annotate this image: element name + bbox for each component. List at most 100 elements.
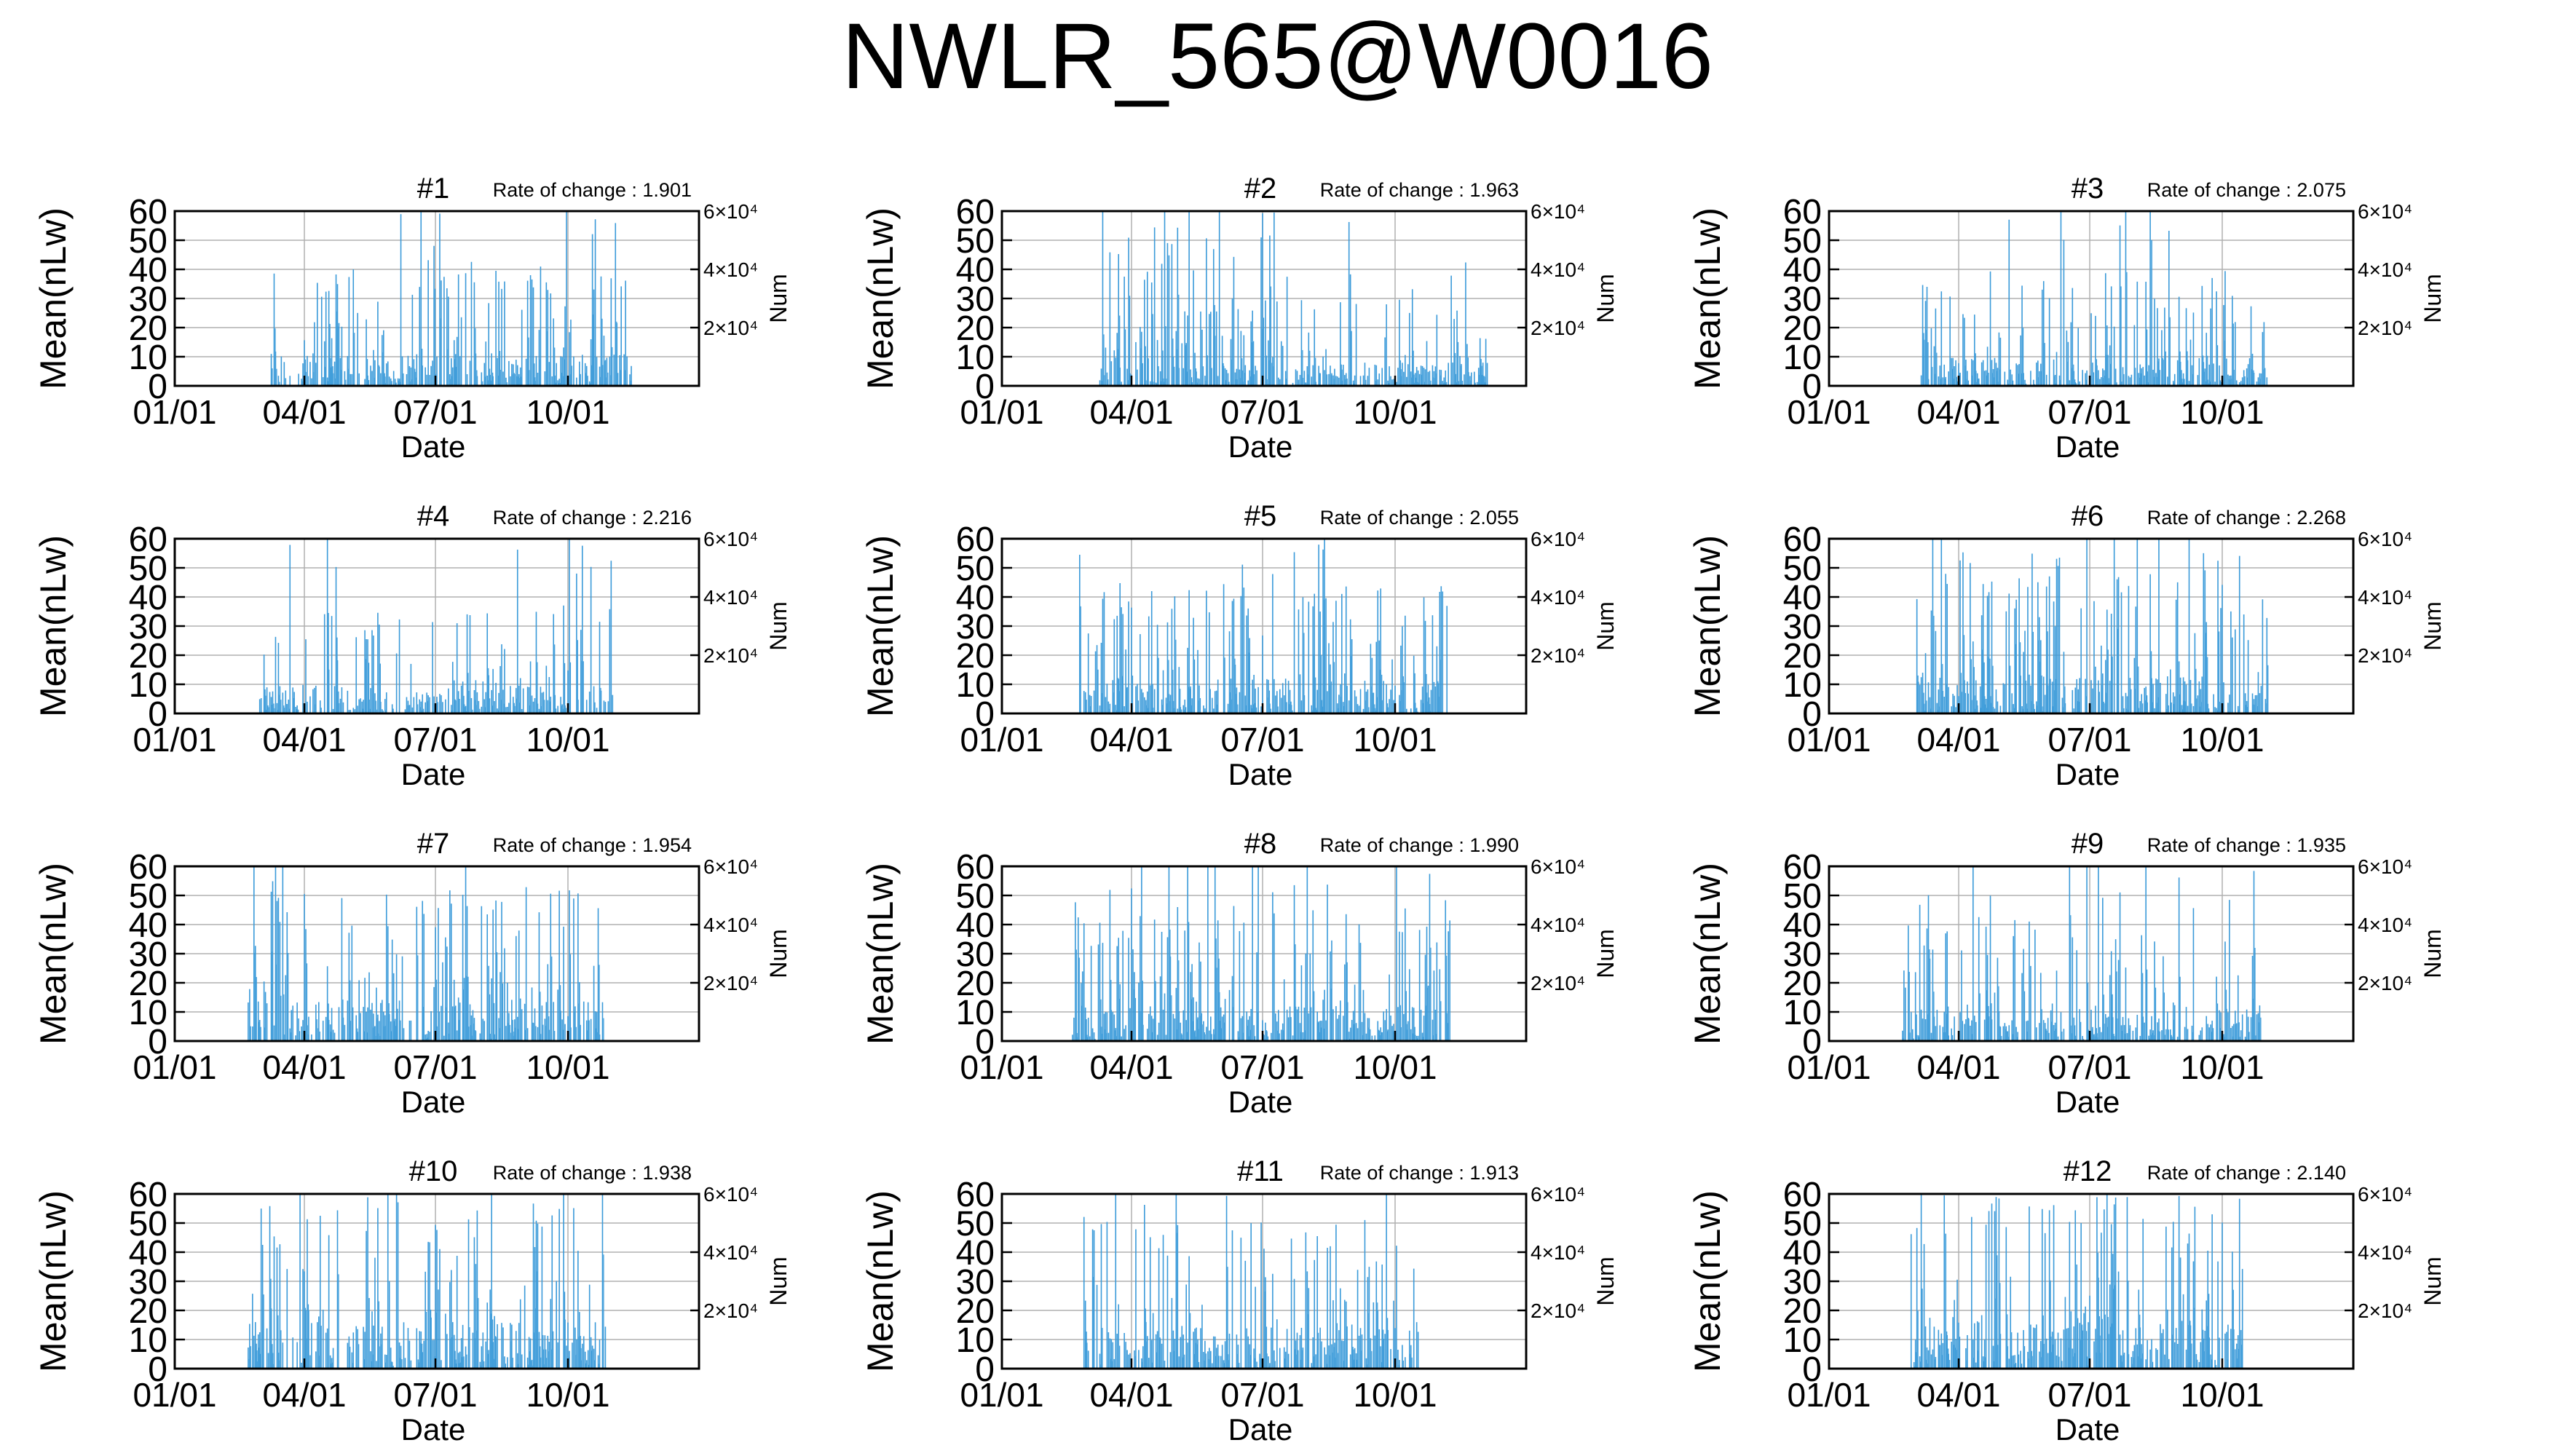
y-tick-label: 30	[1783, 935, 1822, 974]
y2-tick-label: 6×10⁴	[703, 200, 758, 223]
y-axis-label: Mean(nLw)	[1687, 207, 1728, 389]
y-tick-label: 60	[956, 1176, 995, 1214]
y-tick-label: 0	[1802, 1023, 1822, 1061]
y-tick-label: 50	[956, 550, 995, 588]
panel-title: #10	[409, 1155, 458, 1187]
panel-title: #7	[417, 828, 450, 860]
x-tick-label: 07/01	[2047, 721, 2131, 759]
x-tick-label: 04/01	[262, 393, 346, 431]
y-tick-label: 40	[956, 906, 995, 945]
y2-axis-label: Num	[1592, 274, 1619, 323]
y-tick-label: 0	[148, 368, 167, 406]
y2-tick-label: 4×10⁴	[703, 1241, 758, 1264]
y-tick-label: 0	[148, 695, 167, 734]
y-tick-label: 30	[129, 608, 167, 646]
bar-series	[1083, 1194, 1419, 1369]
y-tick-label: 30	[956, 935, 995, 974]
y2-tick-label: 2×10⁴	[1531, 317, 1585, 339]
y-tick-label: 30	[129, 935, 167, 974]
bar-series	[258, 539, 614, 713]
y-tick-label: 0	[975, 695, 995, 734]
rate-of-change-label: Rate of change : 1.963	[1320, 179, 1519, 201]
x-axis-label: Date	[2056, 1085, 2120, 1119]
x-tick-label: 10/01	[2180, 721, 2264, 759]
x-tick-label: 04/01	[1916, 1376, 2000, 1414]
y-tick-label: 10	[1783, 339, 1822, 377]
y2-axis-label: Num	[2420, 929, 2446, 978]
y2-tick-label: 2×10⁴	[703, 317, 758, 339]
x-tick-label: 07/01	[1220, 721, 1304, 759]
x-tick-label: 01/01	[960, 393, 1043, 431]
y-tick-label: 20	[956, 1292, 995, 1331]
y-tick-label: 0	[975, 368, 995, 406]
y-tick-label: 40	[129, 579, 167, 617]
y2-tick-label: 6×10⁴	[1531, 528, 1585, 550]
x-tick-label: 07/01	[393, 721, 477, 759]
x-tick-label: 07/01	[1220, 1376, 1304, 1414]
y-tick-label: 50	[1783, 550, 1822, 588]
y-tick-label: 60	[956, 848, 995, 887]
y2-tick-label: 4×10⁴	[2358, 1241, 2412, 1264]
y2-axis-label: Num	[765, 601, 791, 651]
y-tick-label: 40	[1783, 1234, 1822, 1273]
panel-title: #4	[417, 500, 450, 532]
y2-tick-label: 4×10⁴	[2358, 586, 2412, 609]
y2-tick-label: 4×10⁴	[703, 258, 758, 281]
y2-tick-label: 6×10⁴	[1531, 855, 1585, 878]
y-tick-label: 50	[956, 1205, 995, 1243]
y-axis-label: Mean(nLw)	[1687, 863, 1728, 1045]
y-tick-label: 50	[129, 222, 167, 261]
bar-series	[1910, 1194, 2243, 1369]
x-tick-label: 01/01	[133, 1376, 216, 1414]
bar-series	[1099, 211, 1488, 386]
y-tick-label: 10	[956, 994, 995, 1032]
y-tick-label: 30	[1783, 608, 1822, 646]
panel-title: #1	[417, 173, 450, 205]
y-tick-label: 50	[129, 1205, 167, 1243]
y-tick-label: 20	[956, 637, 995, 676]
y-tick-label: 0	[1802, 368, 1822, 406]
y-axis-label: Mean(nLw)	[860, 1190, 901, 1372]
x-axis-label: Date	[1228, 1085, 1293, 1119]
y-axis-label: Mean(nLw)	[1687, 535, 1728, 717]
x-tick-label: 01/01	[1787, 1048, 1871, 1086]
x-axis-label: Date	[1228, 757, 1293, 791]
y2-tick-label: 4×10⁴	[703, 914, 758, 936]
y-tick-label: 20	[1783, 309, 1822, 348]
rate-of-change-label: Rate of change : 2.055	[1320, 507, 1519, 529]
x-axis-label: Date	[401, 757, 466, 791]
x-tick-label: 10/01	[526, 393, 609, 431]
rate-of-change-label: Rate of change : 1.938	[493, 1162, 692, 1184]
bar-series	[248, 1194, 607, 1369]
y-tick-label: 60	[956, 521, 995, 559]
x-tick-label: 04/01	[262, 1048, 346, 1086]
x-tick-label: 10/01	[1353, 1048, 1437, 1086]
x-axis-label: Date	[401, 1085, 466, 1119]
rate-of-change-label: Rate of change : 2.140	[2147, 1162, 2346, 1184]
y-tick-label: 10	[1783, 1321, 1822, 1360]
y2-axis-label: Num	[765, 274, 791, 323]
y2-axis-label: Num	[2420, 1257, 2446, 1306]
x-tick-label: 01/01	[960, 721, 1043, 759]
panel-title: #6	[2072, 500, 2104, 532]
x-tick-label: 07/01	[393, 1376, 477, 1414]
y2-tick-label: 6×10⁴	[703, 1183, 758, 1206]
y-tick-label: 30	[1783, 1263, 1822, 1302]
bar-series	[1072, 866, 1450, 1041]
y2-tick-label: 2×10⁴	[2358, 644, 2412, 667]
y-tick-label: 30	[956, 280, 995, 319]
bar-series	[248, 866, 604, 1041]
x-tick-label: 04/01	[1916, 393, 2000, 431]
y-tick-label: 60	[129, 848, 167, 887]
y-tick-label: 10	[956, 666, 995, 705]
panel-title: #5	[1244, 500, 1277, 532]
x-tick-label: 04/01	[1089, 393, 1173, 431]
y-tick-label: 60	[129, 521, 167, 559]
y-tick-label: 50	[1783, 222, 1822, 261]
x-axis-label: Date	[401, 1412, 466, 1447]
rate-of-change-label: Rate of change : 2.268	[2147, 507, 2346, 529]
